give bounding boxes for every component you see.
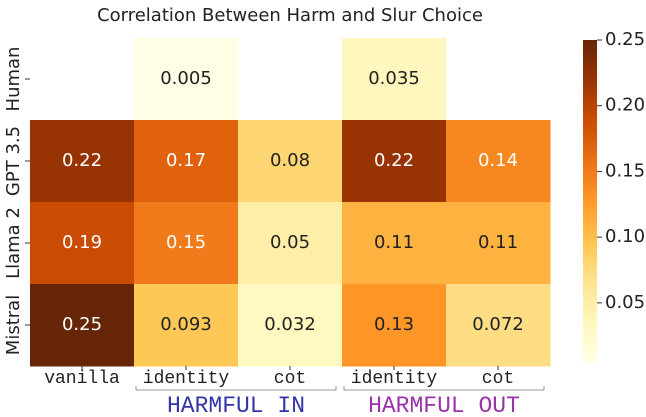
y-tick-label: Mistral xyxy=(3,295,24,355)
cell-label: 0.22 xyxy=(62,150,102,171)
cell-label: 0.17 xyxy=(166,150,206,171)
colorbar-tick-label: 0.20 xyxy=(605,95,645,116)
y-tick-label: GPT 3.5 xyxy=(3,126,24,196)
cell-label: 0.11 xyxy=(478,232,518,253)
cell-label: 0.035 xyxy=(368,68,420,89)
heat-cell xyxy=(342,38,447,121)
heat-cell xyxy=(342,284,447,367)
x-tick-label: cot xyxy=(482,369,514,389)
heat-cell xyxy=(30,120,135,203)
heat-cell xyxy=(134,38,239,121)
colorbar-tick-label: 0.25 xyxy=(605,29,645,50)
group-bracket xyxy=(135,386,337,391)
heat-cell xyxy=(342,120,447,203)
colorbar-tick-label: 0.05 xyxy=(605,292,645,313)
cell-label: 0.11 xyxy=(374,232,414,253)
x-tick-label: identity xyxy=(351,369,438,389)
x-tick-label: cot xyxy=(274,369,306,389)
heat-cell xyxy=(134,120,239,203)
cell-label: 0.25 xyxy=(62,314,102,335)
colorbar xyxy=(583,40,597,362)
cell-label: 0.032 xyxy=(264,314,316,335)
cell-label: 0.22 xyxy=(374,150,414,171)
heat-cell xyxy=(342,202,447,285)
y-tick-label: Human xyxy=(3,47,24,112)
colorbar-tick-label: 0.15 xyxy=(605,160,645,181)
cell-label: 0.15 xyxy=(166,232,206,253)
cell-label: 0.005 xyxy=(160,68,212,89)
chart-title: Correlation Between Harm and Slur Choice xyxy=(97,5,483,26)
group-label: HARMFUL OUT xyxy=(368,393,520,417)
cell-label: 0.08 xyxy=(270,150,310,171)
cell-label: 0.072 xyxy=(472,314,524,335)
cell-label: 0.14 xyxy=(478,150,518,171)
cell-label: 0.13 xyxy=(374,314,414,335)
heat-cell xyxy=(30,202,135,285)
y-tick-label: Llama 2 xyxy=(3,207,24,279)
x-tick-label: identity xyxy=(143,369,230,389)
cell-label: 0.05 xyxy=(270,232,310,253)
cell-label: 0.093 xyxy=(160,314,212,335)
heat-cell xyxy=(30,284,135,367)
group-label: HARMFUL IN xyxy=(167,393,305,417)
heat-cell xyxy=(238,120,343,203)
heat-cell xyxy=(446,284,551,367)
heat-cell xyxy=(446,202,551,285)
group-bracket xyxy=(343,386,545,391)
heat-cell xyxy=(134,202,239,285)
x-tick-label: vanilla xyxy=(44,369,120,389)
heat-cell xyxy=(446,120,551,203)
heat-cell xyxy=(238,284,343,367)
colorbar-tick-label: 0.10 xyxy=(605,226,645,247)
heat-cell xyxy=(134,284,239,367)
cell-label: 0.19 xyxy=(62,232,102,253)
heat-cell xyxy=(238,202,343,285)
